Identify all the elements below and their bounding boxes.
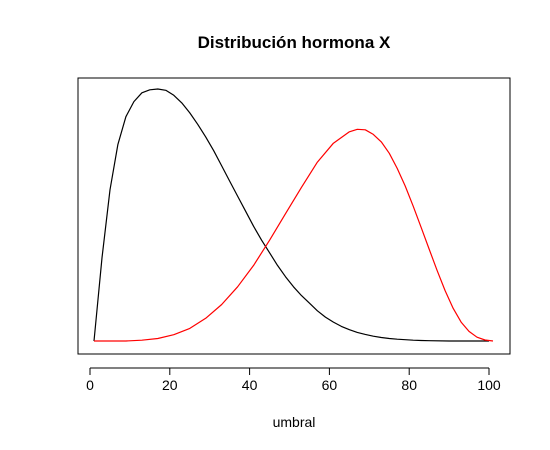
series-line-1 [93,88,489,342]
series-layer [93,88,494,342]
x-axis: 0 20 40 60 80 100 [86,367,501,393]
x-tick-label: 20 [162,377,178,393]
x-tick-label: 80 [401,377,417,393]
x-axis-label: umbral [273,414,316,430]
x-tick-label: 40 [242,377,258,393]
chart-title: Distribución hormona X [198,33,391,52]
x-tick-label: 60 [322,377,338,393]
x-tick-label: 0 [86,377,94,393]
plot-frame [77,77,511,355]
series-line-2 [94,128,494,342]
x-tick-label: 100 [477,377,501,393]
